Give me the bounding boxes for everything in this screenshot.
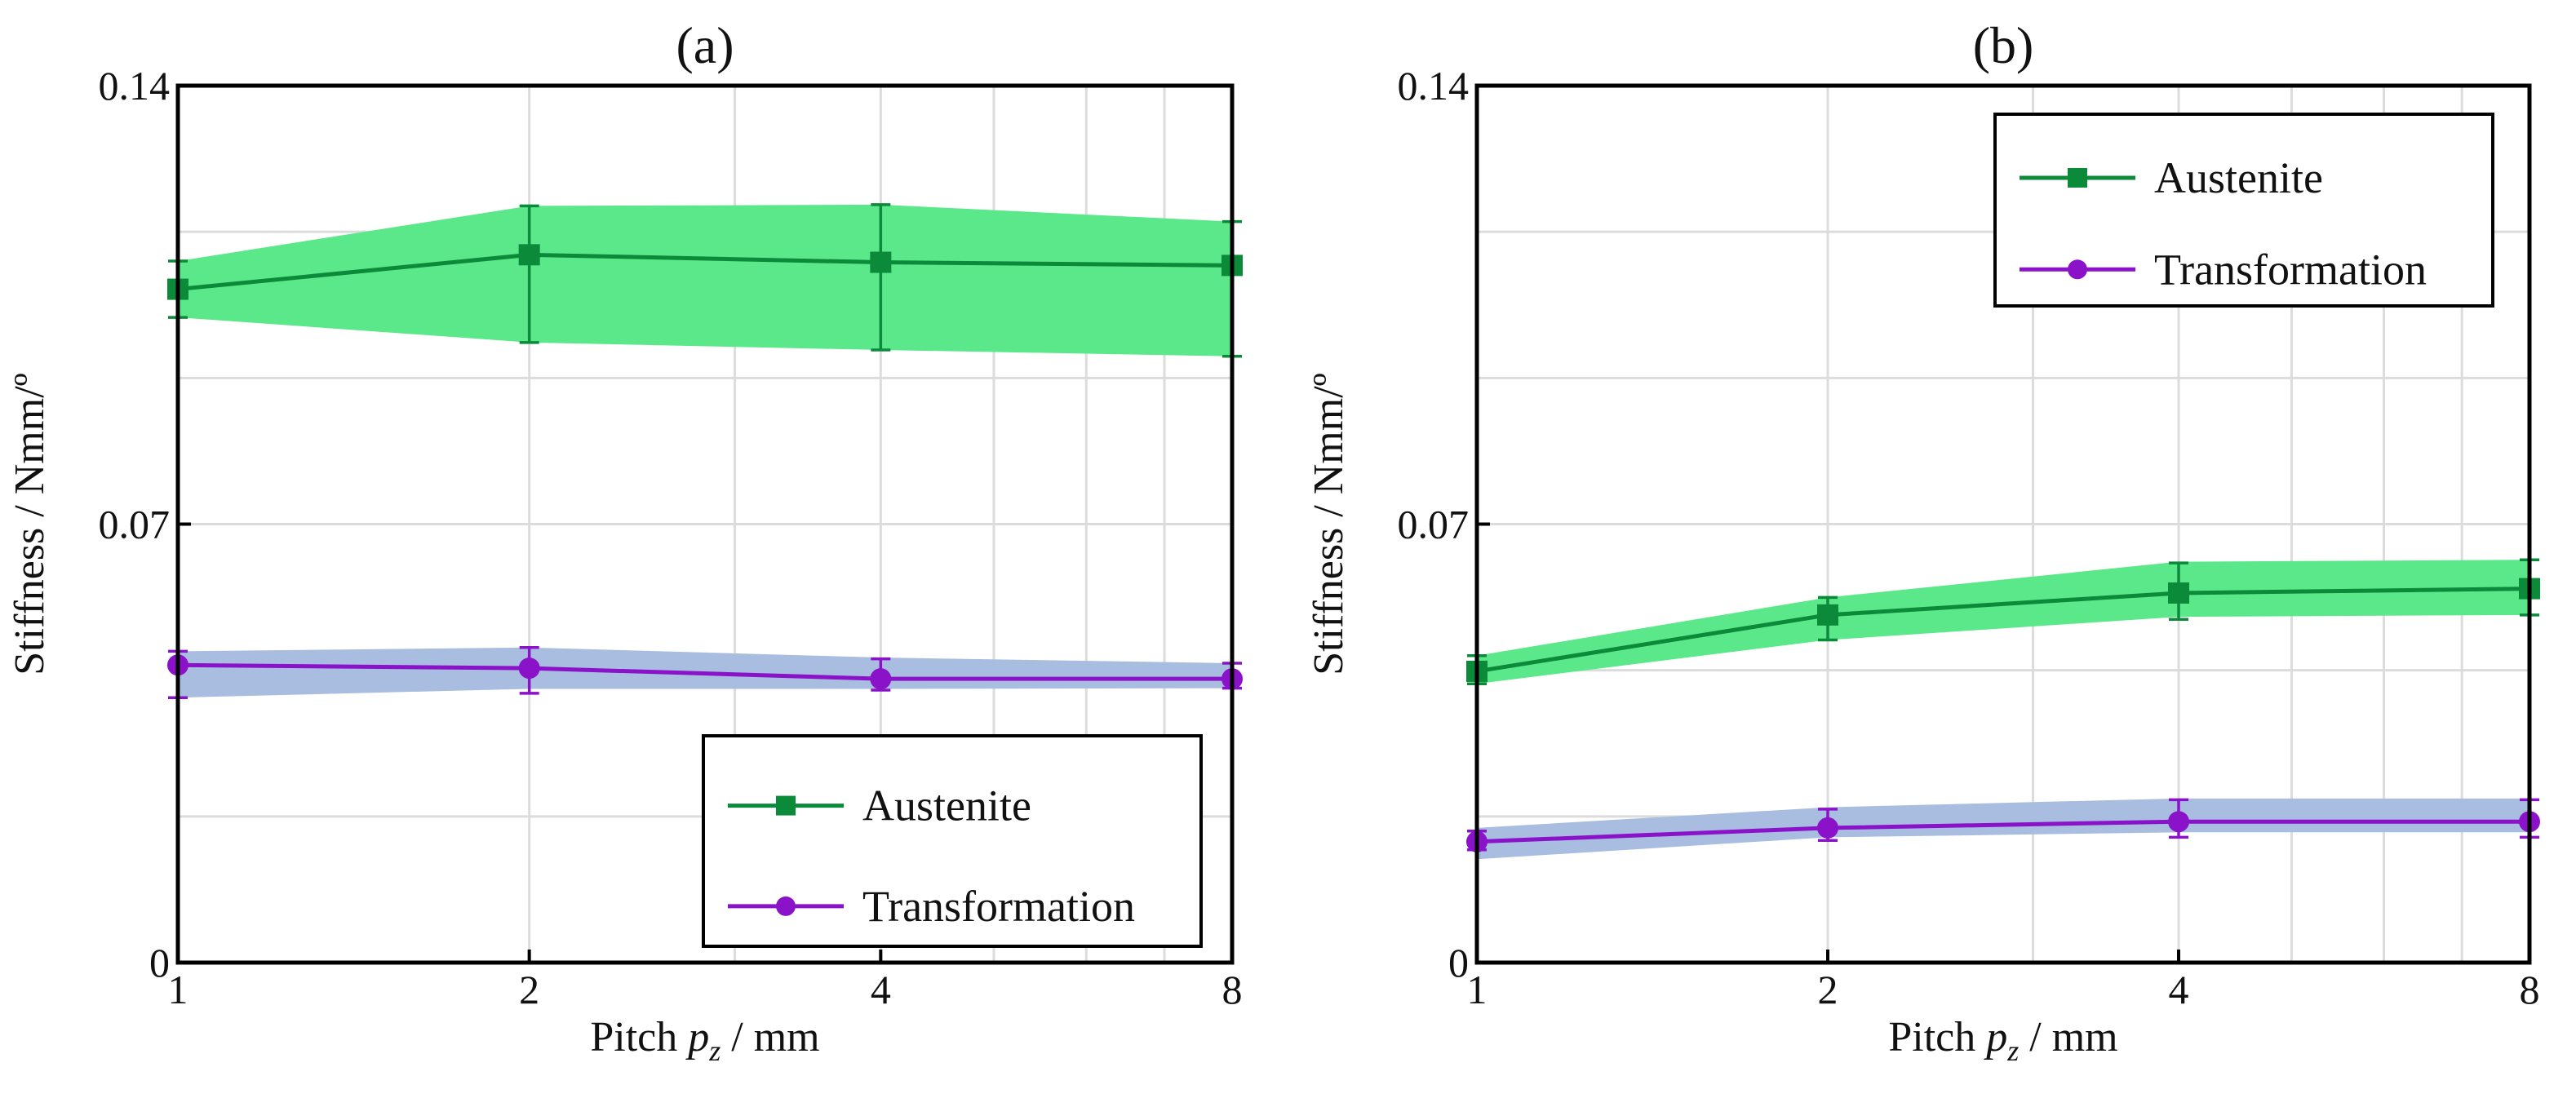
legend: Austenite Transformation	[702, 734, 1203, 948]
error-bar-austenite	[519, 204, 539, 344]
x-tick-label: 8	[1222, 967, 1243, 1012]
legend-marker-transformation	[776, 896, 796, 916]
x-tick-label: 1	[168, 967, 188, 1012]
x-tick-label: 4	[2169, 967, 2189, 1012]
data-point-austenite	[870, 251, 892, 273]
x-axis-label-subscript: z	[708, 1034, 720, 1067]
series-line-transformation	[177, 662, 1232, 681]
data-point-austenite	[2168, 582, 2189, 604]
x-tick-label: 2	[1818, 967, 1838, 1012]
data-point-transformation	[2168, 811, 2189, 833]
error-bar-austenite	[871, 203, 891, 352]
y-tick-label: 0.14	[1398, 63, 1470, 108]
legend-marker-austenite	[776, 795, 796, 816]
series-line-transformation	[1476, 819, 2529, 844]
x-axis-label-var: p	[685, 1014, 709, 1060]
y-tick-label: 0.14	[99, 63, 171, 108]
x-axis-label-part: Pitch	[1888, 1014, 1986, 1060]
legend-label-austenite: Austenite	[2154, 153, 2323, 202]
series-line-austenite	[1476, 587, 2530, 674]
legend: Austenite Transformation	[1993, 113, 2494, 308]
band-austenite	[1477, 560, 2529, 684]
chart-panel-1: 1 2 4 8 0 0.07 0.14 (a) Pitch pz / mm Stiffness /…	[7, 16, 1243, 1067]
chart-title: (a)	[676, 16, 734, 74]
legend-label-transformation: Transformation	[2154, 245, 2427, 294]
chart-panel-2: 1 2 4 8 0 0.07 0.14 (b) Pitch pz / mm Stiffness /…	[1306, 16, 2540, 1067]
x-axis-label: Pitch pz / mm	[590, 1014, 819, 1067]
x-axis-label-unit: / mm	[2019, 1014, 2117, 1060]
y-axis-label: Stiffness / Nmm/º	[1306, 373, 1352, 675]
x-axis-label-unit: / mm	[720, 1014, 819, 1060]
x-axis-label-subscript: z	[2006, 1034, 2019, 1067]
data-point-transformation	[518, 657, 540, 680]
data-point-austenite	[518, 244, 540, 266]
x-tick-label: 8	[2520, 967, 2540, 1012]
y-tick-label: 0.07	[1398, 502, 1470, 547]
y-tick-label: 0.07	[99, 502, 171, 547]
legend-marker-austenite	[2068, 167, 2087, 188]
x-axis-label: Pitch pz / mm	[1888, 1014, 2117, 1067]
legend-label-transformation: Transformation	[862, 882, 1135, 931]
x-axis-label-part: Pitch	[590, 1014, 688, 1060]
y-tick-label: 0	[1448, 940, 1469, 985]
data-point-transformation	[1817, 817, 1838, 839]
x-tick-label: 1	[1467, 967, 1488, 1012]
x-tick-label: 2	[519, 967, 539, 1012]
band-transformation	[1477, 798, 2529, 860]
chart-title: (b)	[1973, 16, 2034, 74]
legend-marker-transformation	[2068, 259, 2087, 280]
band-austenite	[178, 204, 1232, 356]
y-axis-label: Stiffness / Nmm/º	[7, 373, 53, 675]
x-tick-label: 4	[871, 967, 891, 1012]
data-point-austenite	[1817, 604, 1838, 626]
data-point-transformation	[870, 668, 892, 690]
legend-label-austenite: Austenite	[862, 781, 1031, 830]
y-tick-label: 0	[149, 940, 170, 985]
series-line-austenite	[177, 252, 1233, 292]
x-axis-label-var: p	[1983, 1014, 2007, 1060]
